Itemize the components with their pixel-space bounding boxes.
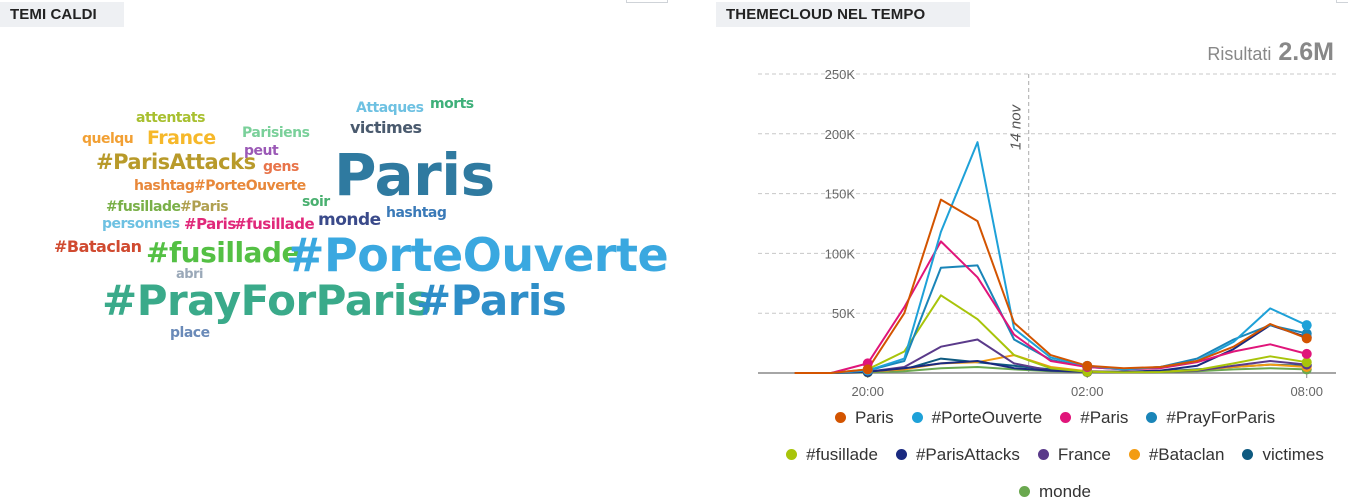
series-point	[1301, 320, 1312, 331]
legend-item[interactable]: monde	[1019, 482, 1091, 501]
series-point	[1301, 348, 1312, 359]
legend-dot-icon	[1060, 412, 1072, 423]
x-tick-label: 20:00	[851, 384, 884, 399]
x-tick-label: 02:00	[1071, 384, 1104, 399]
y-tick-label: 200K	[825, 127, 856, 142]
word-cloud-term[interactable]: Paris	[334, 141, 495, 209]
legend-label: #PrayForParis	[1166, 407, 1276, 427]
legend-dot-icon	[1037, 449, 1049, 460]
legend-label: #Bataclan	[1148, 444, 1225, 464]
legend-dot-icon	[786, 449, 798, 460]
word-cloud-term[interactable]: #fusillade	[234, 215, 315, 233]
word-cloud-term[interactable]: Attaques	[356, 100, 424, 116]
series-point	[862, 364, 873, 375]
legend-dot-icon	[1242, 449, 1254, 460]
legend-label: France	[1057, 444, 1111, 464]
y-tick-label: 100K	[825, 246, 856, 261]
temi-caldi-title: TEMI CALDI	[0, 2, 124, 27]
panel-corner	[626, 0, 668, 3]
legend-label: Paris	[854, 407, 894, 427]
legend-item[interactable]: #PrayForParis	[1146, 408, 1275, 427]
panel-corner	[1336, 0, 1348, 3]
legend-dot-icon	[834, 412, 846, 423]
results-value: 2.6M	[1278, 38, 1334, 66]
word-cloud-term[interactable]: attentats	[136, 110, 205, 126]
legend-label: #Paris	[1080, 407, 1129, 427]
legend-item[interactable]: #Bataclan	[1128, 444, 1225, 464]
word-cloud-term[interactable]: victimes	[350, 118, 422, 137]
word-cloud-term[interactable]: quelqu	[82, 131, 134, 147]
word-cloud-term[interactable]: #PrayForParis	[102, 276, 432, 325]
legend-dot-icon	[911, 412, 923, 423]
word-cloud-term[interactable]: place	[170, 325, 210, 341]
word-cloud-term[interactable]: hashtag	[386, 205, 447, 221]
x-tick-label: 08:00	[1290, 384, 1323, 399]
series-line	[794, 294, 1307, 374]
word-cloud-term[interactable]: Parisiens	[242, 125, 310, 141]
legend-label: victimes	[1262, 444, 1324, 464]
y-tick-label: 250K	[825, 67, 856, 82]
word-cloud-term[interactable]: personnes	[102, 216, 180, 232]
legend-label: monde	[1039, 481, 1091, 501]
word-cloud-term[interactable]: #Paris	[180, 199, 229, 215]
y-tick-label: 150K	[825, 187, 856, 202]
word-cloud-term[interactable]: abri	[176, 267, 203, 282]
legend-dot-icon	[1128, 449, 1140, 460]
legend-item[interactable]: #Paris	[1060, 408, 1128, 427]
chart-legend: Paris #PorteOuverte #Paris #PrayForParis #fu…	[770, 408, 1340, 501]
series-line	[794, 198, 1308, 374]
series-line	[794, 240, 1307, 374]
series-point	[1301, 333, 1312, 344]
word-cloud-term[interactable]: #Paris	[184, 215, 236, 233]
legend-dot-icon	[895, 449, 907, 460]
themecloud-title: THEMECLOUD NEL TEMPO	[716, 2, 970, 27]
word-cloud-term[interactable]: peut	[244, 143, 279, 159]
themecloud-line-chart: 50K 100K 150K 200K 250K 14 nov 20:00 02:00 08:00	[758, 67, 1336, 399]
legend-label: #fusillade	[806, 444, 878, 464]
word-cloud-term[interactable]: #Paris	[416, 276, 567, 325]
legend-dot-icon	[1146, 412, 1158, 423]
legend-item[interactable]: #PorteOuverte	[911, 407, 1043, 427]
word-cloud-term[interactable]: #PorteOuverte	[194, 178, 306, 194]
word-cloud-term[interactable]: soir	[302, 194, 330, 210]
word-cloud-term[interactable]: #PorteOuverte	[286, 228, 669, 282]
word-cloud-term[interactable]: #fusillade	[106, 199, 181, 215]
series-line	[794, 141, 1308, 374]
word-cloud-term[interactable]: #ParisAttacks	[96, 150, 256, 174]
word-cloud-term[interactable]: monde	[318, 210, 381, 230]
legend-label: #PorteOuverte	[931, 407, 1043, 427]
word-cloud: attentats Attaques morts quelqu France Parisi…	[0, 40, 700, 480]
word-cloud-term[interactable]: hashtag	[134, 178, 195, 194]
word-cloud-term[interactable]: gens	[263, 159, 299, 175]
legend-label: #ParisAttacks	[915, 444, 1020, 464]
legend-item[interactable]: #fusillade	[786, 445, 878, 464]
word-cloud-term[interactable]: #fusillade	[146, 236, 300, 269]
legend-item[interactable]: France	[1037, 444, 1111, 464]
legend-item[interactable]: #ParisAttacks	[895, 444, 1020, 464]
word-cloud-term[interactable]: morts	[430, 96, 474, 112]
series-point	[1301, 357, 1312, 368]
series-point	[1082, 360, 1093, 371]
date-marker-label: 14 nov	[1008, 103, 1025, 150]
results-count: Risultati 2.6M	[1207, 38, 1334, 67]
results-label: Risultati	[1207, 44, 1272, 64]
word-cloud-term[interactable]: #Bataclan	[54, 237, 142, 256]
word-cloud-term[interactable]: France	[147, 127, 216, 149]
y-tick-label: 50K	[832, 306, 855, 321]
legend-item[interactable]: Paris	[834, 407, 894, 427]
legend-dot-icon	[1019, 486, 1030, 497]
legend-item[interactable]: victimes	[1242, 444, 1324, 464]
